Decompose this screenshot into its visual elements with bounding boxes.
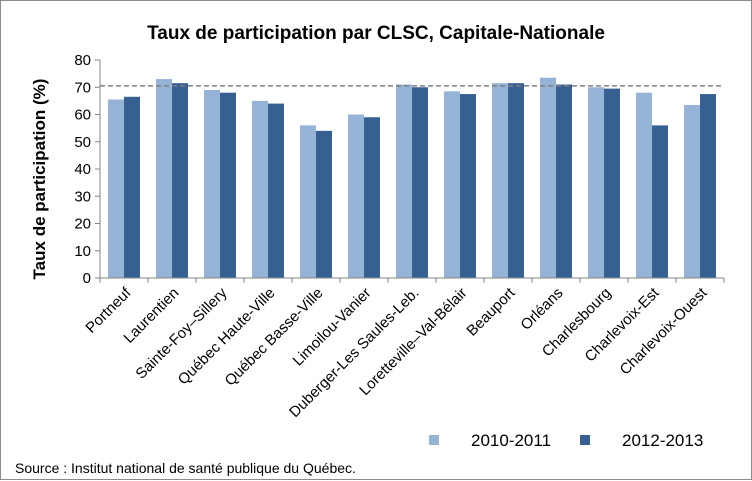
bar-2012-2013 [220, 92, 236, 278]
y-tick-label: 0 [83, 270, 91, 287]
bar-2010-2011 [300, 125, 316, 279]
bar-2010-2011 [684, 104, 700, 279]
bar-2012-2013 [508, 83, 524, 278]
bar-2010-2011 [444, 91, 460, 279]
bar-2010-2011 [396, 84, 412, 279]
bar-2012-2013 [268, 103, 284, 278]
bar-2012-2013 [700, 94, 716, 278]
bar-2012-2013 [604, 88, 620, 278]
y-tick-label: 40 [74, 161, 91, 178]
bar-2012-2013 [124, 96, 140, 278]
chart-title: Taux de participation par CLSC, Capitale… [147, 23, 605, 44]
bar-2012-2013 [556, 84, 572, 279]
legend: 2010-2011 2012-2013 [429, 431, 703, 450]
bar-2010-2011 [348, 114, 364, 278]
bar-2010-2011 [492, 83, 508, 278]
x-tick-label: Charlevoix-Ouest [617, 284, 712, 379]
legend-swatch [429, 435, 439, 445]
x-tick-label: Beauport [463, 284, 519, 340]
legend-label: 2010-2011 [471, 431, 551, 450]
x-tick-label: Sainte-Foy–Sillery [132, 284, 230, 382]
bar-2012-2013 [316, 130, 332, 278]
bar-2010-2011 [588, 87, 604, 278]
bar-2010-2011 [540, 77, 556, 279]
plot-area: 01020304050607080PortneufLaurentienSaint… [74, 52, 725, 421]
bar-2012-2013 [364, 117, 380, 278]
bar-2010-2011 [636, 92, 652, 278]
y-tick-label: 70 [74, 79, 91, 96]
y-axis-label: Taux de participation (%) [30, 79, 49, 280]
source-note: Source : Institut national de santé publ… [15, 460, 356, 476]
bar-2012-2013 [412, 87, 428, 278]
x-tick-label: Orléans [517, 285, 566, 334]
legend-swatch [580, 435, 590, 445]
bar-2010-2011 [108, 99, 124, 278]
bar-2012-2013 [172, 83, 188, 278]
y-tick-label: 10 [74, 243, 91, 260]
y-tick-label: 20 [74, 216, 91, 233]
y-tick-label: 50 [74, 134, 91, 151]
bar-2010-2011 [156, 79, 172, 278]
y-tick-label: 80 [74, 52, 91, 69]
bar-2010-2011 [252, 100, 268, 278]
y-tick-label: 60 [74, 107, 91, 124]
bar-2010-2011 [204, 89, 220, 278]
bar-2012-2013 [652, 125, 668, 279]
legend-label: 2012-2013 [622, 431, 703, 450]
bar-2012-2013 [460, 94, 476, 278]
y-tick-label: 30 [74, 188, 91, 205]
